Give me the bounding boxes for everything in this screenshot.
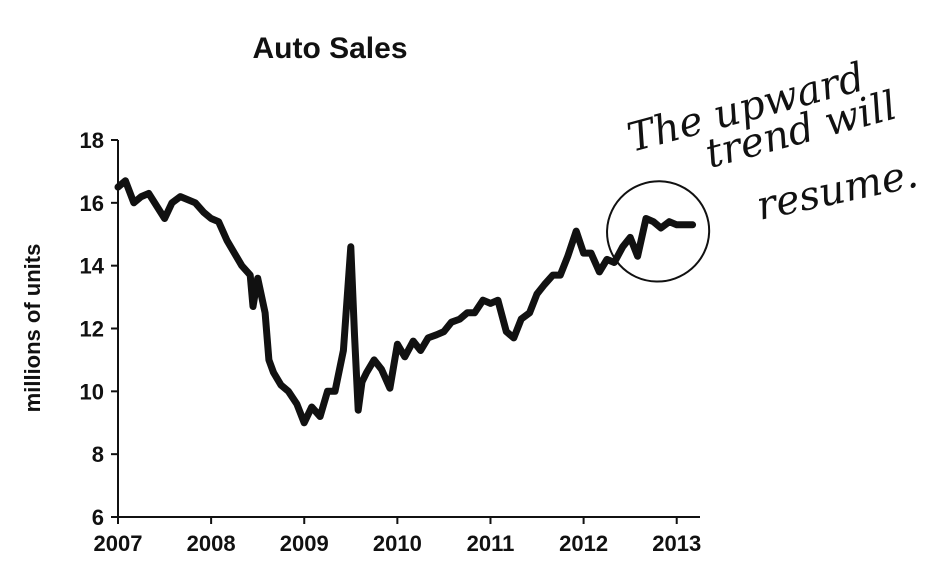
x-tick-label-2007: 2007: [94, 531, 143, 556]
annotation-line-3: resume.: [753, 151, 922, 230]
tick-labels: 6 8 10 12 14 16 18 2007 2008 2009 2010 2011 2012 2013: [80, 128, 702, 556]
tick-marks: [111, 139, 678, 524]
x-tick-label-2012: 2012: [559, 531, 608, 556]
x-tick-label-2008: 2008: [187, 531, 236, 556]
annotation-circle: [606, 180, 711, 283]
y-tick-label-14: 14: [80, 254, 105, 279]
y-tick-label-16: 16: [80, 191, 104, 216]
axes: [117, 140, 700, 518]
y-axis-label: millions of units: [20, 244, 45, 413]
handwritten-annotation: The upward trend will resume.: [606, 54, 922, 283]
x-tick-label-2011: 2011: [467, 531, 515, 556]
y-tick-label-18: 18: [80, 128, 104, 153]
y-tick-label-8: 8: [92, 442, 104, 467]
x-tick-label-2009: 2009: [280, 531, 329, 556]
x-tick-label-2013: 2013: [652, 531, 701, 556]
y-tick-label-12: 12: [80, 317, 104, 342]
x-tick-label-2010: 2010: [373, 531, 422, 556]
series-line: [114, 177, 697, 427]
y-tick-label-6: 6: [92, 505, 104, 530]
y-tick-label-10: 10: [80, 379, 104, 404]
chart-title: Auto Sales: [252, 32, 407, 65]
